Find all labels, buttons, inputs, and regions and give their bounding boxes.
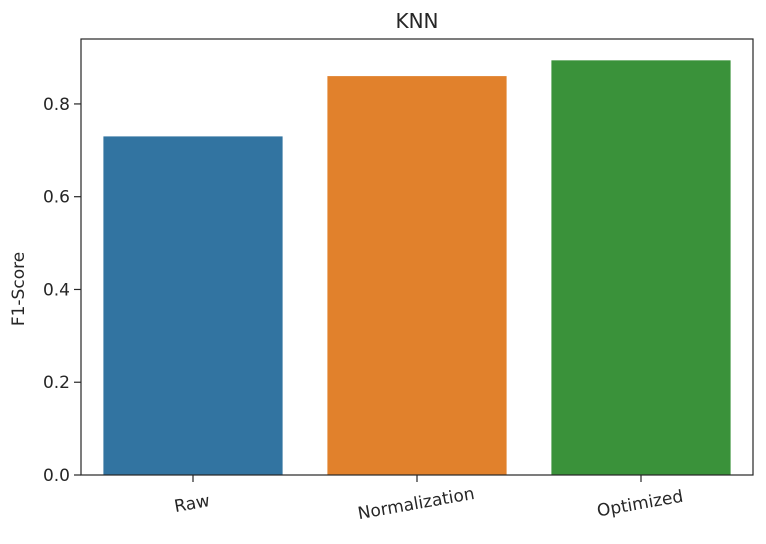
chart-title: KNN	[395, 9, 438, 33]
x-axis-ticks: Raw Normalization Optimized	[173, 475, 685, 524]
x-tick-label: Raw	[173, 491, 212, 517]
bar-normalization	[327, 76, 507, 475]
y-tick-label: 0.8	[43, 95, 70, 115]
bar-optimized	[551, 60, 731, 475]
x-tick-label: Optimized	[596, 487, 685, 522]
bar-raw	[103, 136, 283, 476]
y-axis-title: F1-Score	[9, 252, 29, 326]
y-tick-label: 0.6	[43, 188, 70, 208]
y-tick-label: 0.4	[43, 280, 70, 300]
x-tick-label: Normalization	[356, 484, 476, 524]
bars-group	[103, 60, 731, 476]
y-tick-label: 0.0	[43, 466, 70, 486]
plot-frame	[80, 38, 754, 476]
y-tick-label: 0.2	[43, 373, 70, 393]
y-axis-ticks: 0.0 0.2 0.4 0.6 0.8	[43, 95, 81, 486]
